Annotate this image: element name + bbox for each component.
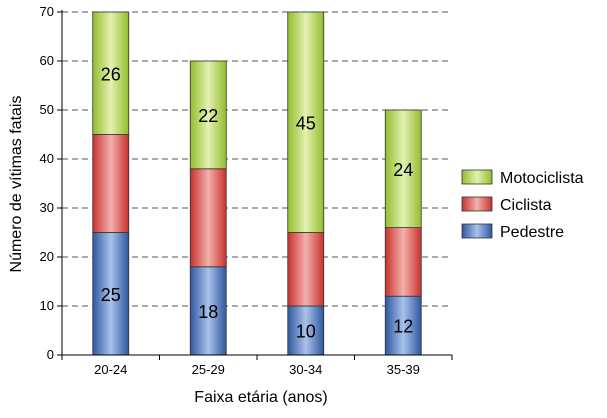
data-label: 45 (296, 113, 316, 133)
data-label: 26 (101, 64, 121, 84)
legend-label-pedestre: Pedestre (500, 224, 564, 241)
bar-segment-ciclista-30-34 (287, 232, 325, 307)
bar-segment-ciclista-25-29 (189, 168, 227, 268)
bars (92, 11, 422, 356)
legend-swatch-pedestre (461, 223, 493, 239)
bar-segment-ciclista-20-24 (92, 134, 130, 233)
legend-swatch-motociclista (461, 169, 493, 185)
x-tick-label: 20-24 (94, 362, 127, 377)
data-label: 25 (101, 285, 121, 305)
legend-label-ciclista: Ciclista (500, 197, 552, 214)
data-labels: 25 26 18 22 10 45 12 24 (101, 64, 414, 341)
y-tick-label: 30 (40, 200, 54, 215)
bar-segment-ciclista-35-39 (384, 227, 422, 297)
x-tick-label: 25-29 (192, 362, 225, 377)
data-label: 24 (393, 160, 413, 180)
data-label: 12 (393, 317, 413, 337)
y-axis-title: Número de vítimas fatais (8, 96, 25, 273)
y-tick-label: 50 (40, 102, 54, 117)
legend-label-motociclista: Motociclista (500, 170, 584, 187)
bar-segment-motociclista-25-29 (189, 60, 227, 170)
legend-swatch-ciclista (461, 196, 493, 212)
bar-segment-motociclista-20-24 (92, 11, 130, 135)
axes: 0 10 20 30 40 50 60 70 20-24 25-29 30-34 35-39 (40, 4, 453, 377)
legend: Motociclista Ciclista Pedestre (461, 169, 584, 241)
x-tick-label: 35-39 (387, 362, 420, 377)
bar-segment-motociclista-35-39 (384, 109, 422, 228)
y-tick-label: 10 (40, 298, 54, 313)
bar-segment-pedestre-35-39 (384, 295, 422, 356)
data-label: 10 (296, 322, 316, 342)
y-tick-label: 40 (40, 151, 54, 166)
y-tick-label: 70 (40, 4, 54, 19)
data-label: 22 (198, 106, 218, 126)
data-label: 18 (198, 302, 218, 322)
bar-segment-motociclista-30-34 (287, 11, 325, 233)
x-tick-label: 30-34 (289, 362, 322, 377)
y-tick-label: 0 (47, 347, 54, 362)
x-axis-title: Faixa etária (anos) (194, 389, 327, 406)
bar-segment-pedestre-25-29 (189, 266, 227, 356)
bar-segment-pedestre-30-34 (287, 305, 325, 356)
y-tick-label: 20 (40, 249, 54, 264)
y-tick-label: 60 (40, 53, 54, 68)
